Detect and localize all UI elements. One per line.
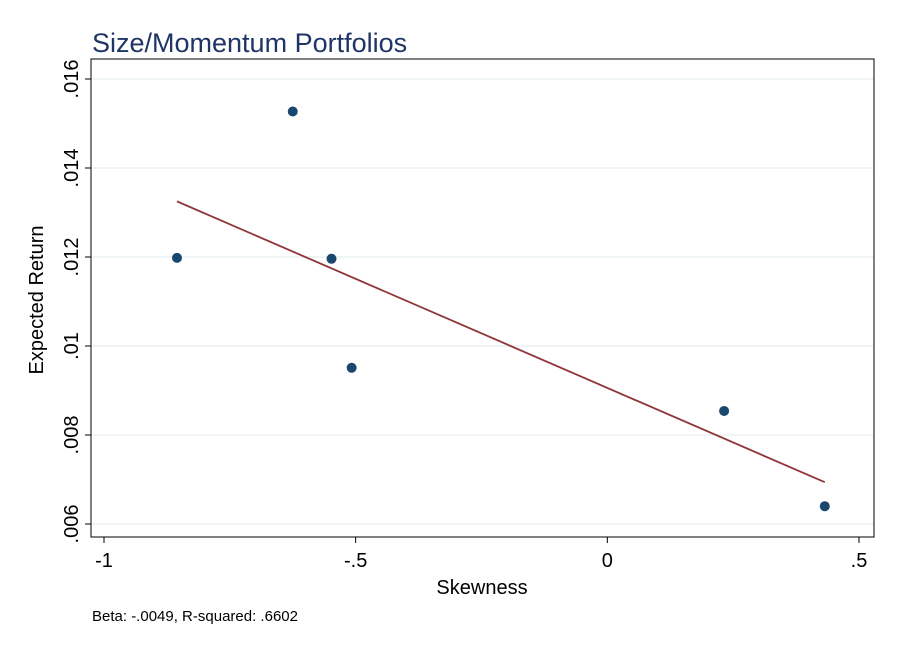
data-point [171,252,182,263]
y-tick-label: .014 [61,149,83,188]
data-points [171,106,830,512]
x-tick-label: .5 [851,550,868,572]
regression-note: Beta: -.0049, R-squared: .6602 [92,608,298,625]
data-point [287,106,298,117]
grid-lines [91,78,874,525]
y-tick-label: .01 [61,332,83,360]
chart-title: Size/Momentum Portfolios [92,28,407,58]
y-tick-label: .006 [61,505,83,544]
x-tick-label: -.5 [344,550,367,572]
x-axis: -1 -.5 0 .5 [95,537,867,572]
y-tick-label: .016 [61,60,83,99]
fit-line [176,200,826,483]
x-tick-label: -1 [95,550,113,572]
data-point [346,362,357,373]
y-tick-label: .012 [61,238,83,277]
y-axis-label: Expected Return [26,226,48,375]
y-axis: .006 .008 .01 .012 .014 .016 [61,60,91,544]
data-point [819,501,830,512]
y-tick-label: .008 [61,416,83,455]
x-tick-label: 0 [602,550,613,572]
data-point [719,405,730,416]
data-point [326,253,337,264]
plot-frame [90,58,875,538]
x-axis-label: Skewness [436,577,527,599]
